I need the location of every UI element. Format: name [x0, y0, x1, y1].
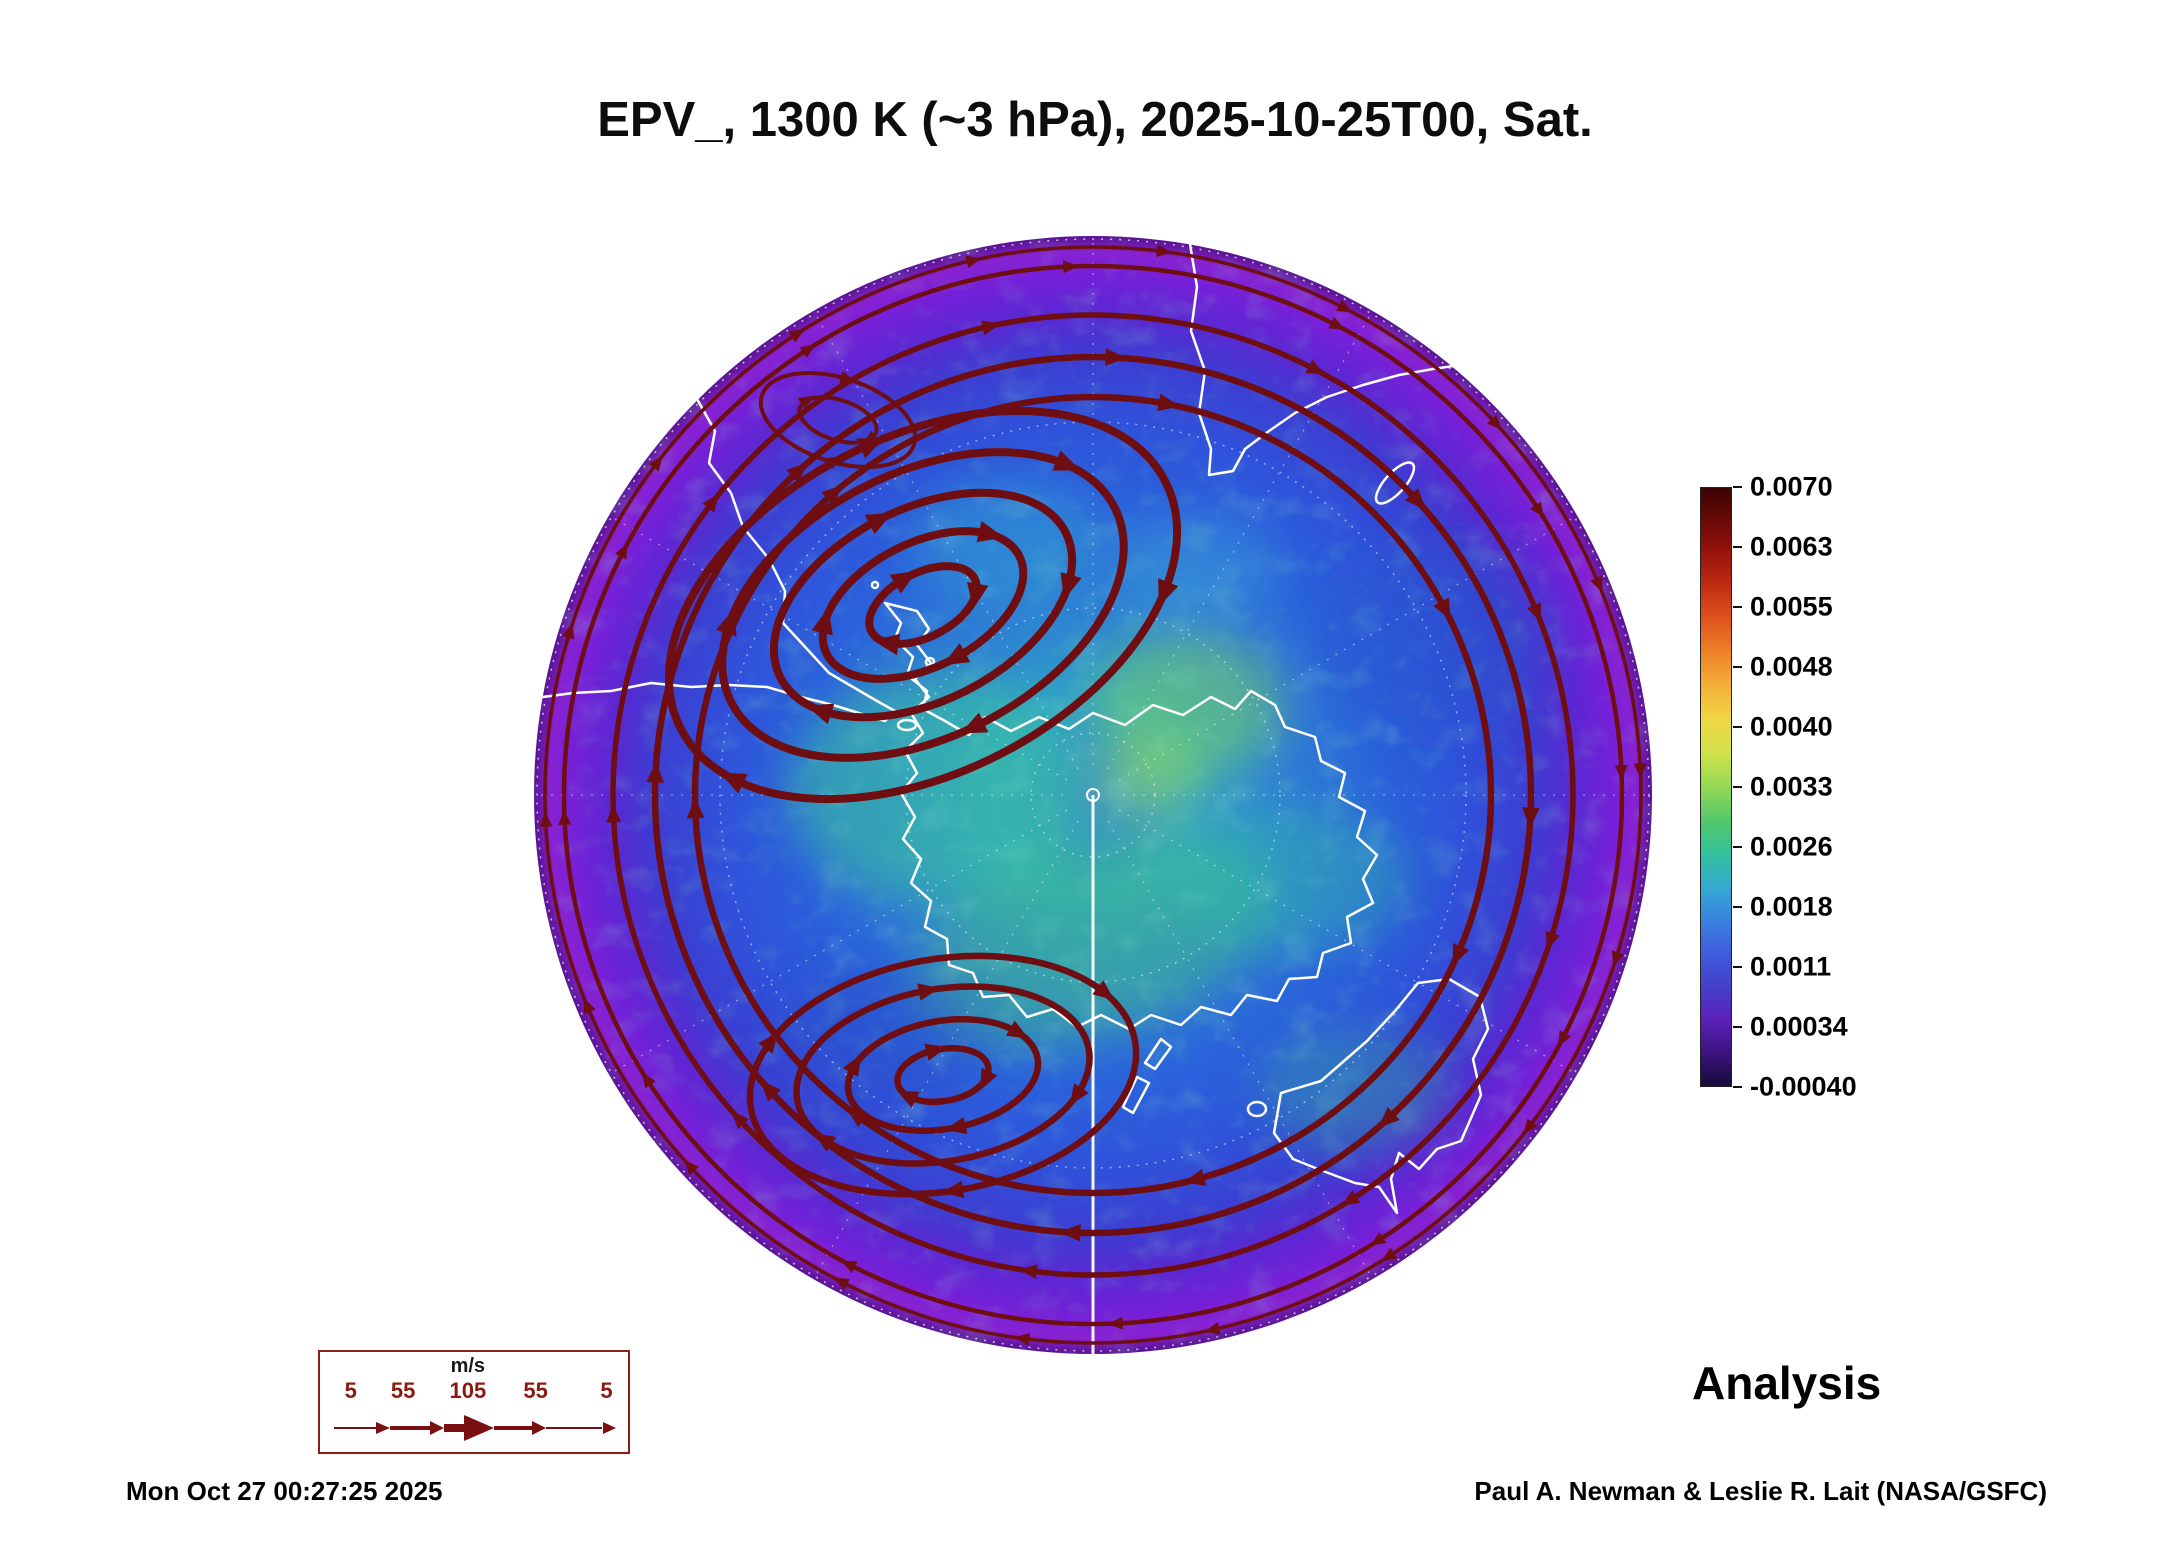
colorbar: 0.0070 0.0063 0.0055 0.0048 0.0040 0.0033 0.00… — [1700, 472, 1940, 1102]
tasmania-island — [1246, 1100, 1268, 1118]
colorbar-tick-label: 0.00034 — [1750, 1011, 1848, 1042]
madagascar-island — [1374, 461, 1416, 505]
colorbar-gradient — [1700, 487, 1732, 1087]
wind-legend-tick: 5 — [600, 1378, 613, 1403]
colorbar-tick — [1733, 966, 1742, 968]
africa-coastline — [1188, 242, 1455, 477]
colorbar-tick — [1733, 486, 1742, 488]
australia-coastline — [1272, 977, 1490, 1215]
colorbar-tick-label: 0.0040 — [1750, 711, 1833, 742]
polar-stereographic-map — [534, 236, 1652, 1354]
colorbar-tick — [1733, 1086, 1742, 1088]
colorbar-tick-label: 0.0070 — [1750, 471, 1833, 502]
colorbar-tick-label: -0.00040 — [1750, 1071, 1857, 1102]
colorbar-tick-label: 0.0063 — [1750, 531, 1833, 562]
colorbar-tick-label: 0.0018 — [1750, 891, 1833, 922]
wind-legend-unit: m/s — [450, 1355, 486, 1377]
colorbar-tick — [1733, 846, 1742, 848]
streamlines-layer — [539, 244, 1647, 1346]
colorbar-tick — [1733, 726, 1742, 728]
tierra-del-fuego-island — [896, 718, 918, 732]
analysis-label: Analysis — [1692, 1357, 1882, 1409]
colorbar-tick — [1733, 606, 1742, 608]
colorbar-tick-label: 0.0048 — [1750, 651, 1833, 682]
wind-scale-arrows-icon — [334, 1415, 616, 1441]
pole-marker — [1086, 788, 1100, 802]
credit-text: Paul A. Newman & Leslie R. Lait (NASA/GS… — [1474, 1476, 2047, 1506]
colorbar-tick — [1733, 906, 1742, 908]
colorbar-tick — [1733, 786, 1742, 788]
colorbar-tick-label: 0.0055 — [1750, 591, 1833, 622]
timestamp-text: Mon Oct 27 00:27:25 2025 — [126, 1476, 443, 1506]
wind-legend-tick: 55 — [523, 1378, 548, 1403]
colorbar-tick — [1733, 546, 1742, 548]
figure-title: EPV_, 1300 K (~3 hPa), 2025-10-25T00, Sa… — [597, 93, 1593, 147]
new-zealand-south-island — [1121, 1075, 1151, 1115]
wind-legend-tick: 55 — [390, 1378, 416, 1403]
new-zealand-north-island — [1143, 1037, 1173, 1071]
wind-legend-tick: 105 — [449, 1378, 487, 1403]
colorbar-tick — [1733, 666, 1742, 668]
colorbar-tick — [1733, 1026, 1742, 1028]
south-shetland-islands — [870, 580, 880, 590]
wind-legend-tick: 5 — [344, 1378, 357, 1403]
colorbar-tick-label: 0.0011 — [1750, 951, 1832, 982]
wind-speed-legend: m/s 5 55 105 55 5 — [318, 1350, 630, 1454]
south-america-coastline — [541, 397, 897, 723]
colorbar-tick-label: 0.0033 — [1750, 771, 1833, 802]
colorbar-tick-label: 0.0026 — [1750, 831, 1833, 862]
